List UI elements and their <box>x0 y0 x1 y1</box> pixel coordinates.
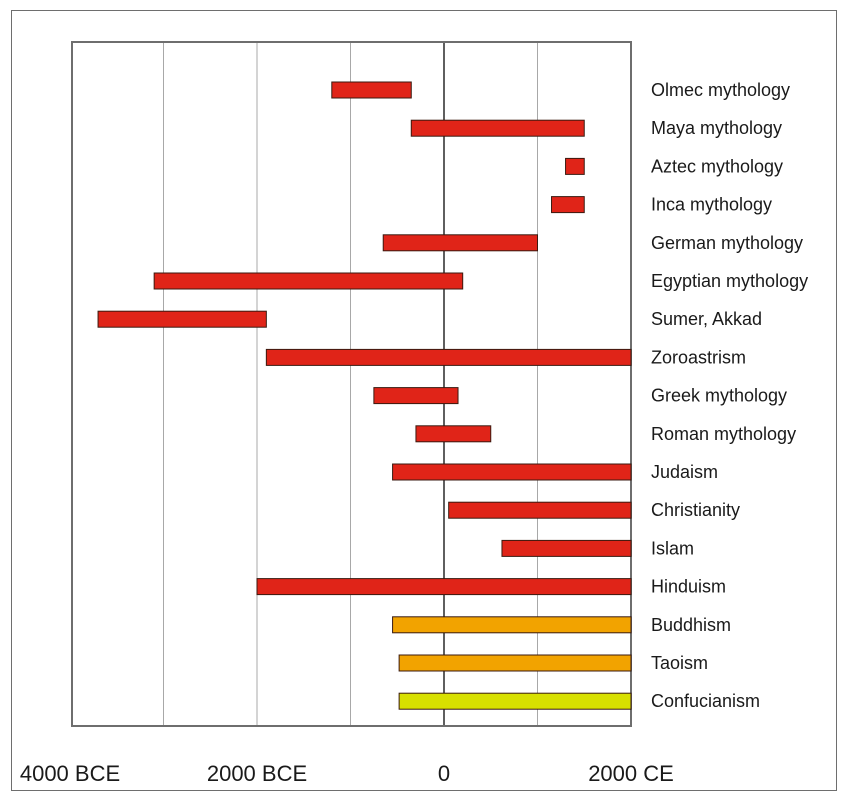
category-label: Zoroastrism <box>651 347 746 367</box>
category-label: Confucianism <box>651 691 760 711</box>
category-label: Judaism <box>651 462 718 482</box>
bar-german-mythology <box>382 234 538 252</box>
category-label: Sumer, Akkad <box>651 309 762 329</box>
x-tick-labels: 4000 BCE 2000 BCE 0 2000 CE <box>20 761 674 786</box>
category-labels: Olmec mythology Maya mythology Aztec mytho… <box>651 80 808 711</box>
bar-egyptian-mythology <box>153 272 464 290</box>
bar-roman-mythology <box>415 425 492 443</box>
bar-inca-mythology <box>551 196 585 214</box>
bar-judaism <box>392 463 632 481</box>
category-label: Roman mythology <box>651 424 796 444</box>
category-label: Taoism <box>651 653 708 673</box>
category-label: Buddhism <box>651 615 731 635</box>
bars-group <box>97 81 632 710</box>
bar-taoism <box>398 654 632 672</box>
bar-olmec-mythology <box>331 81 412 99</box>
bar-greek-mythology <box>373 387 459 405</box>
category-label: Islam <box>651 538 694 558</box>
category-label: Egyptian mythology <box>651 271 808 291</box>
category-label: Greek mythology <box>651 386 787 406</box>
x-tick-label: 2000 BCE <box>207 761 307 786</box>
category-label: Inca mythology <box>651 195 772 215</box>
x-tick-label: 4000 BCE <box>20 761 120 786</box>
grid-lines <box>163 42 538 726</box>
x-tick-label: 2000 CE <box>588 761 674 786</box>
category-label: German mythology <box>651 233 803 253</box>
bar-hinduism <box>256 578 632 596</box>
bar-maya-mythology <box>410 119 585 137</box>
bar-islam <box>501 539 632 557</box>
category-label: Aztec mythology <box>651 156 783 176</box>
category-label: Maya mythology <box>651 118 782 138</box>
category-label: Christianity <box>651 500 740 520</box>
category-label: Hinduism <box>651 577 726 597</box>
bar-confucianism <box>398 692 632 710</box>
bar-christianity <box>448 501 632 519</box>
bar-sumer-akkad <box>97 310 267 328</box>
bar-zoroastrism <box>265 348 632 366</box>
bar-buddhism <box>392 616 632 634</box>
bar-aztec-mythology <box>565 157 585 175</box>
category-label: Olmec mythology <box>651 80 790 100</box>
x-tick-label: 0 <box>438 761 450 786</box>
plot-area-border <box>71 41 632 727</box>
